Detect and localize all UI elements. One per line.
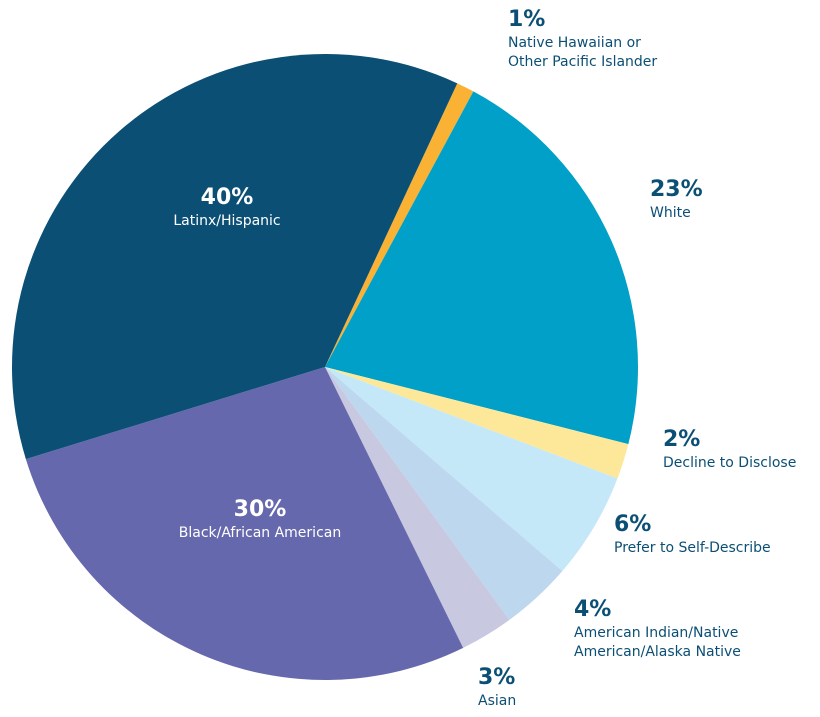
slice (325, 367, 618, 572)
category-label: White (650, 205, 691, 221)
category-label: Black/African American (178, 525, 342, 541)
slice-label: 40% Latinx/Hispanic (97, 184, 357, 231)
value-label: 1% (508, 7, 546, 32)
category-label: Asian (478, 693, 517, 709)
category-label: Native Hawaiian or Other Pacific Islande… (508, 35, 658, 70)
slice-label: 1% Native Hawaiian or Other Pacific Islan… (508, 6, 673, 72)
slice (25, 367, 464, 680)
value-label: 30% (233, 497, 287, 522)
category-label: Latinx/Hispanic (173, 213, 281, 229)
category-label: American Indian/Native American/Alaska N… (574, 625, 741, 660)
slice (325, 367, 563, 620)
value-label: 3% (478, 665, 516, 690)
slice-label: 4% American Indian/Native American/Alaska… (574, 596, 754, 662)
value-label: 40% (200, 185, 254, 210)
slice (325, 91, 638, 445)
value-label: 6% (614, 512, 652, 537)
category-label: Prefer to Self-Describe (614, 540, 771, 556)
slice-label: 30% Black/African American (110, 496, 410, 543)
category-label: Decline to Disclose (663, 455, 797, 471)
value-label: 2% (663, 427, 701, 452)
slice-label: 6% Prefer to Self-Describe (614, 511, 820, 558)
slice-label: 2% Decline to Disclose (663, 426, 820, 473)
slice-label: 23% White (650, 176, 820, 223)
value-label: 4% (574, 597, 612, 622)
slice (325, 367, 629, 479)
slice-label: 3% Asian (478, 664, 598, 711)
slice (325, 367, 510, 648)
slice (325, 83, 474, 368)
value-label: 23% (650, 177, 703, 202)
slice (11, 53, 458, 460)
